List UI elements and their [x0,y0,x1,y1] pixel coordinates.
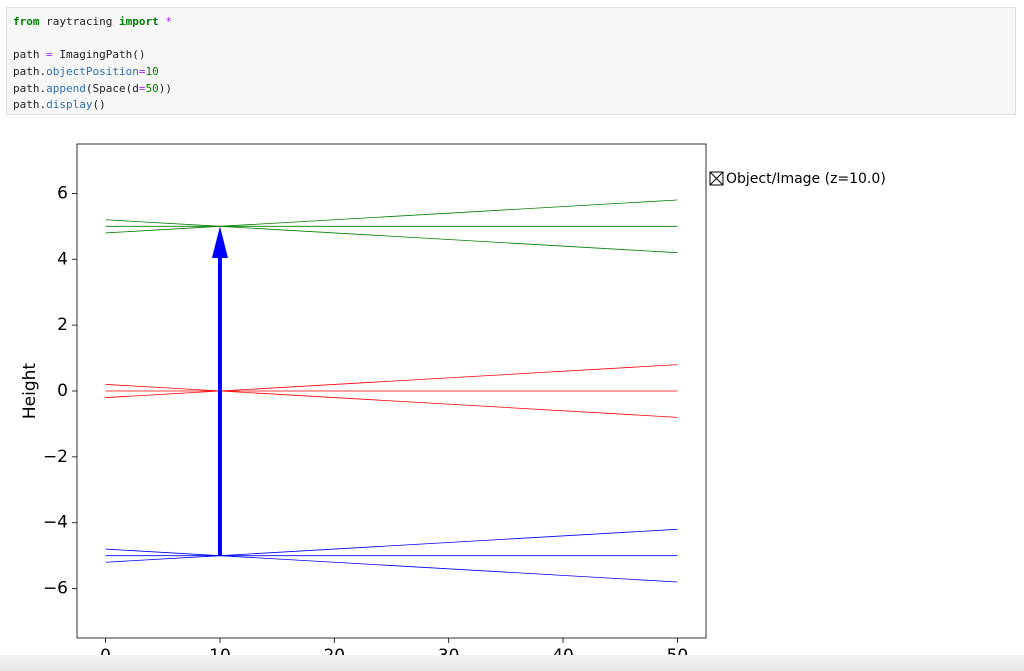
y-tick-label: 6 [57,183,68,203]
code-token: = [138,65,146,79]
ray [105,199,678,234]
object-arrow-head [211,226,228,258]
legend: Object/Image (z=10.0) [709,171,886,187]
code-line: from raytracing import * [13,14,1009,31]
x-tick-label: 0 [100,646,111,660]
code-token: ImagingPath() [52,48,146,62]
y-axis-label: Height [20,363,40,420]
code-token: = [46,48,53,62]
code-line: path = ImagingPath() [13,47,1009,64]
code-token: path. [13,98,47,112]
code-token: from [13,15,40,28]
legend-box [709,171,724,186]
code-token: path. [13,81,47,95]
code-token: 50 [145,81,159,95]
code-line: path.objectPosition=10 [13,64,1009,81]
ray [105,528,678,563]
scroll-shade [0,655,1024,671]
code-line: path.append(Space(d=50)) [13,81,1009,98]
y-tick-label: −6 [43,579,68,599]
code-token: 10 [145,65,159,79]
y-tick-label: 0 [57,381,68,401]
ray [105,219,678,254]
code-token: import [118,15,159,28]
y-tick-label: −2 [43,447,68,467]
y-tick-label: −4 [43,513,68,533]
legend-label: Object/Image (z=10.0) [726,171,886,187]
code-token: )) [158,81,172,95]
ray [105,548,678,583]
ray [105,384,678,418]
code-line: path.display() [13,97,1009,114]
code-token: raytracing [39,15,119,28]
code-token: objectPosition [46,65,139,79]
code-token: path [13,48,47,62]
code-token: (Space(d [85,81,139,95]
legend-cross [709,171,724,186]
ray [105,364,678,398]
plot-frame [76,143,707,639]
code-token: display [46,98,93,112]
code-token: append [46,81,86,95]
code-token: = [138,81,146,95]
y-tick-label: 4 [57,249,68,269]
code-token: () [92,98,106,112]
y-tick-label: 2 [57,315,68,335]
code-token: path. [13,65,47,79]
code-token: * [165,15,172,28]
code-cell[interactable]: from raytracing import * path = ImagingPa… [6,7,1016,115]
